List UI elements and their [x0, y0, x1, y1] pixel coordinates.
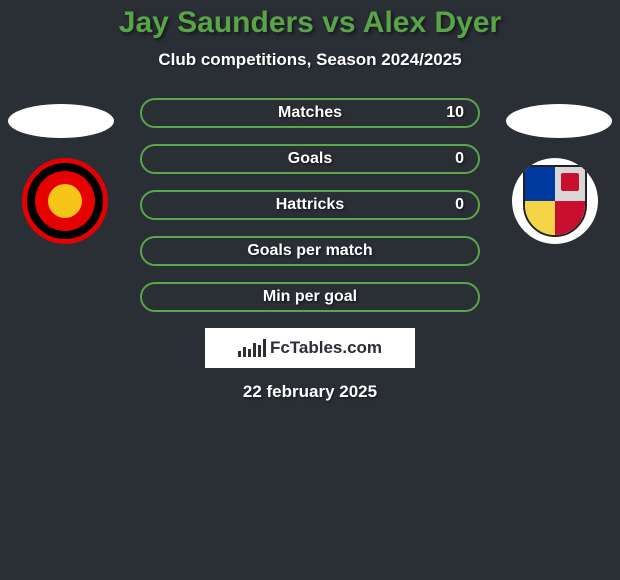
stat-value-right: 10 [446, 104, 464, 122]
club-crest-left [22, 158, 108, 244]
comparison-area: Matches 10 Goals 0 Hattricks 0 Goals per… [0, 98, 620, 402]
stat-label: Hattricks [276, 196, 344, 214]
stat-label: Goals [288, 150, 332, 168]
crest-left-core [48, 184, 82, 218]
stat-row-min-per-goal: Min per goal [140, 282, 480, 312]
stat-label: Matches [278, 104, 342, 122]
crest-q4 [555, 201, 585, 235]
subtitle: Club competitions, Season 2024/2025 [0, 50, 620, 70]
brand-text: FcTables.com [270, 338, 382, 358]
player-photo-left [8, 104, 114, 138]
crest-left-inner [35, 171, 95, 231]
crest-q1 [525, 167, 555, 201]
stat-label: Min per goal [263, 288, 357, 306]
stat-row-goals: Goals 0 [140, 144, 480, 174]
root-container: Jay Saunders vs Alex Dyer Club competiti… [0, 0, 620, 402]
stat-value-right: 0 [455, 150, 464, 168]
club-crest-right [512, 158, 598, 244]
stat-label: Goals per match [247, 242, 372, 260]
stat-row-matches: Matches 10 [140, 98, 480, 128]
crest-q3 [525, 201, 555, 235]
date-text: 22 february 2025 [0, 382, 620, 402]
brand-box[interactable]: FcTables.com [205, 328, 415, 368]
bar-chart-icon [238, 339, 266, 357]
crest-q2 [555, 167, 585, 201]
stat-rows: Matches 10 Goals 0 Hattricks 0 Goals per… [140, 98, 480, 312]
page-title: Jay Saunders vs Alex Dyer [0, 6, 620, 40]
crest-right-shield [523, 165, 587, 237]
stat-value-right: 0 [455, 196, 464, 214]
stat-row-hattricks: Hattricks 0 [140, 190, 480, 220]
stat-row-goals-per-match: Goals per match [140, 236, 480, 266]
player-photo-right [506, 104, 612, 138]
